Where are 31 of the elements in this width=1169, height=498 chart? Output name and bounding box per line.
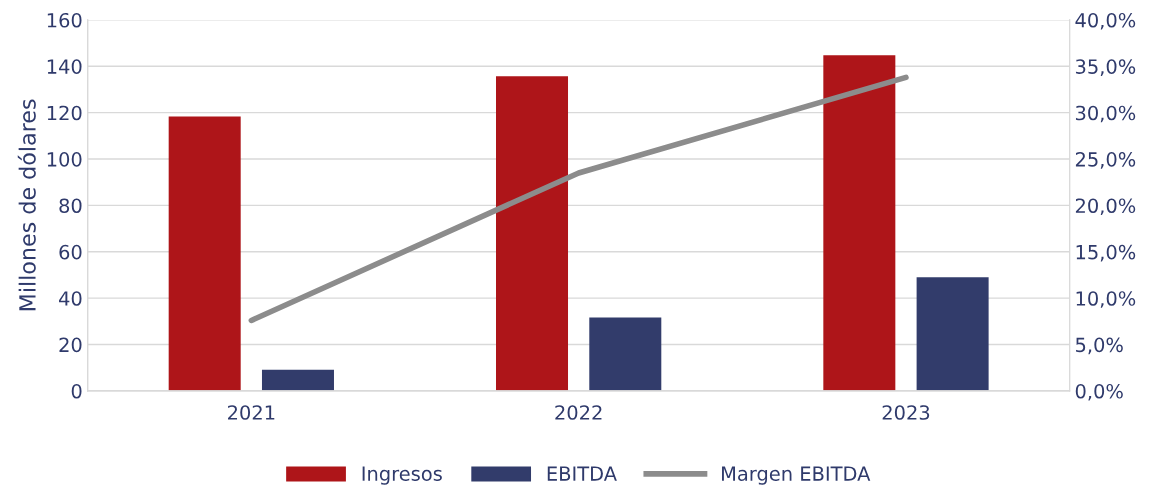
- legend-label: Ingresos: [362, 466, 442, 485]
- y2-tick-label: 35,0%: [1075, 59, 1136, 76]
- bar: [916, 277, 989, 391]
- y2-tick-label: 0,0%: [1075, 383, 1123, 401]
- y2-tick-label: 40,0%: [1075, 12, 1136, 30]
- x-tick-label: 2023: [882, 405, 930, 420]
- x-tick-label: 2022: [555, 405, 602, 420]
- y-tick-label: 80: [59, 198, 82, 214]
- legend-label: Margen EBITDA: [722, 466, 871, 485]
- x-tick-label: 2021: [228, 405, 275, 420]
- y2-tick-label: 25,0%: [1075, 152, 1136, 169]
- y-tick-label: 0: [71, 383, 82, 399]
- bar: [496, 76, 569, 391]
- y-axis-title: Millones de dólares: [17, 99, 36, 311]
- y-tick-label: 20: [59, 337, 82, 353]
- y-tick-label: 60: [59, 244, 82, 260]
- y2-tick-label: 10,0%: [1076, 291, 1136, 308]
- y2-tick-label: 5,0%: [1076, 337, 1123, 355]
- y2-tick-label: 30,0%: [1075, 105, 1136, 123]
- bar: [261, 369, 334, 391]
- legend-label: EBITDA: [547, 466, 617, 481]
- y-tick-label: 140: [47, 59, 82, 74]
- y2-tick-label: 15,0%: [1076, 244, 1136, 262]
- y-tick-label: 160: [47, 12, 82, 28]
- bar: [168, 116, 241, 391]
- y-tick-label: 120: [47, 105, 82, 121]
- bar: [589, 317, 662, 391]
- y2-tick-label: 20,0%: [1075, 198, 1136, 216]
- bar: [823, 55, 896, 391]
- y-tick-label: 100: [47, 152, 82, 167]
- y-tick-label: 40: [59, 291, 82, 306]
